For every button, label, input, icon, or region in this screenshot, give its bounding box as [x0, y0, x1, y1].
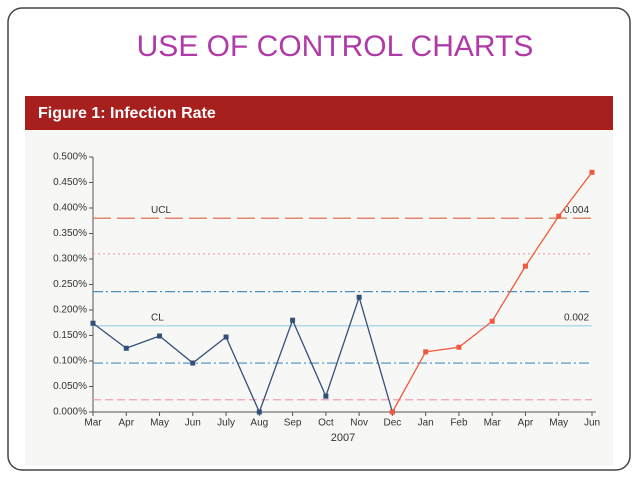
slide-title: USE OF CONTROL CHARTS — [137, 30, 534, 63]
x-tick-label: Jun — [185, 418, 201, 429]
data-point — [556, 213, 562, 219]
data-point — [290, 317, 296, 323]
x-tick-label: Apr — [518, 418, 534, 429]
data-point — [356, 294, 362, 300]
x-tick-label: Jun — [584, 418, 600, 429]
chart-title: Figure 1: Infection Rate — [38, 105, 216, 122]
data-point — [456, 344, 462, 350]
data-point — [90, 320, 96, 326]
data-point — [190, 360, 196, 366]
x-tick-label: Feb — [450, 418, 468, 429]
y-tick-label: 0.050% — [53, 381, 87, 392]
y-tick-label: 0.300% — [53, 254, 87, 265]
y-tick-label: 0.150% — [53, 330, 87, 341]
y-tick-label: 0.000% — [53, 407, 87, 418]
x-tick-label: Oct — [318, 418, 334, 429]
x-axis-title: 2007 — [331, 432, 355, 444]
y-tick-label: 0.100% — [53, 356, 87, 367]
x-tick-label: Jan — [418, 418, 434, 429]
data-point — [522, 263, 528, 269]
data-point — [223, 334, 229, 340]
x-tick-label: May — [549, 418, 568, 429]
figure-panel — [25, 96, 613, 466]
x-tick-label: Mar — [484, 418, 502, 429]
x-tick-label: Dec — [384, 418, 402, 429]
x-tick-label: Apr — [118, 418, 134, 429]
y-tick-label: 0.200% — [53, 305, 87, 316]
data-point — [157, 333, 163, 339]
data-point — [589, 169, 595, 175]
data-point — [256, 409, 262, 415]
figure-header — [25, 96, 613, 130]
reference-label: UCL — [151, 205, 171, 216]
x-tick-label: Sep — [284, 418, 302, 429]
data-point — [389, 409, 395, 415]
data-point — [489, 318, 495, 324]
x-tick-label: Mar — [84, 418, 102, 429]
reference-label: CL — [151, 312, 164, 323]
data-point — [123, 345, 129, 351]
data-point — [323, 393, 329, 399]
y-tick-label: 0.400% — [53, 203, 87, 214]
y-tick-label: 0.500% — [53, 152, 87, 163]
y-tick-label: 0.250% — [53, 279, 87, 290]
data-point — [423, 349, 429, 355]
reference-value-label: 0.002 — [564, 312, 589, 323]
series-line — [92, 295, 394, 414]
x-tick-label: Aug — [250, 418, 268, 429]
x-tick-label: May — [150, 418, 169, 429]
y-tick-label: 0.350% — [53, 228, 87, 239]
x-tick-label: Nov — [350, 418, 368, 429]
reference-value-label: 0.004 — [564, 205, 589, 216]
x-tick-label: July — [217, 418, 235, 429]
y-tick-label: 0.450% — [53, 177, 87, 188]
